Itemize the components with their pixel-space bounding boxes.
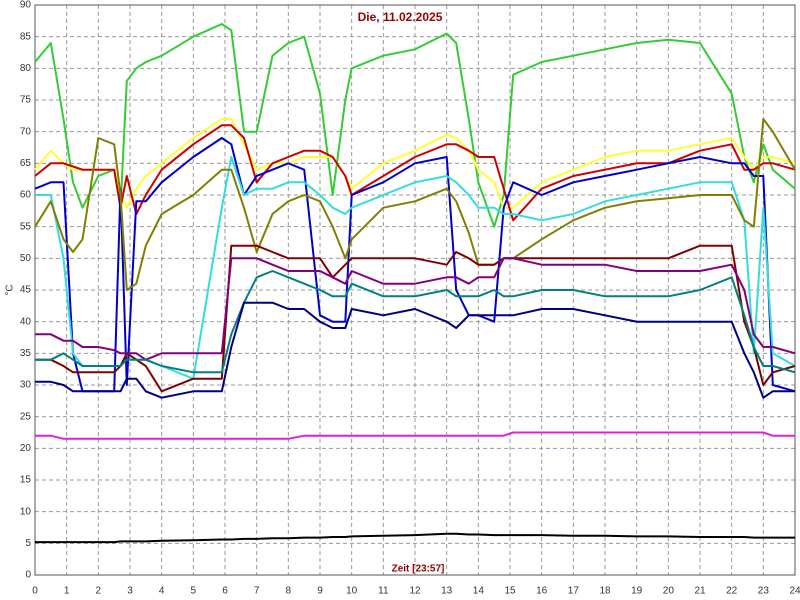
series-line <box>35 431 795 440</box>
chart-title: Die, 11.02.2025 <box>358 10 443 24</box>
y-tick-label: 90 <box>20 0 32 11</box>
y-tick-label: 80 <box>20 63 32 74</box>
x-tick-label: 13 <box>441 586 453 597</box>
x-tick-label: 17 <box>568 586 580 597</box>
x-tick-label: 11 <box>378 586 389 597</box>
y-tick-label: 0 <box>25 570 31 581</box>
x-tick-label: 3 <box>127 586 133 597</box>
series-line <box>35 257 796 361</box>
x-tick-label: 18 <box>599 586 611 597</box>
x-tick-label: 9 <box>317 586 323 597</box>
x-tick-label: 1 <box>64 586 70 597</box>
x-tick-label: 7 <box>254 586 260 597</box>
x-tick-label: 10 <box>346 586 358 597</box>
y-tick-label: 10 <box>20 506 32 517</box>
plot-frame <box>34 4 796 576</box>
series-line <box>35 301 795 399</box>
x-axis-label: Zeit [23:57] <box>392 564 445 575</box>
y-tick-label: 65 <box>20 158 32 169</box>
y-tick-label: 75 <box>20 95 32 106</box>
x-tick-label: 4 <box>159 586 165 597</box>
y-tick-label: 50 <box>20 253 32 264</box>
x-tick-label: 12 <box>409 586 421 597</box>
y-axis-label: °C <box>5 284 16 295</box>
y-tick-label: 85 <box>20 31 32 42</box>
x-tick-label: 23 <box>758 586 770 597</box>
x-tick-label: 0 <box>32 586 38 597</box>
x-tick-label: 2 <box>96 586 102 597</box>
y-tick-label: 30 <box>20 380 32 391</box>
series-line <box>34 118 796 291</box>
x-tick-label: 19 <box>631 586 643 597</box>
y-tick-label: 25 <box>20 411 32 422</box>
series-line <box>34 124 796 222</box>
x-tick-label: 8 <box>286 586 292 597</box>
y-tick-label: 5 <box>25 538 31 549</box>
x-tick-label: 15 <box>504 586 516 597</box>
x-tick-label: 21 <box>694 586 706 597</box>
y-tick-label: 60 <box>20 190 32 201</box>
x-tick-label: 6 <box>222 586 228 597</box>
y-tick-label: 35 <box>20 348 32 359</box>
y-tick-label: 40 <box>20 316 32 327</box>
x-tick-label: 14 <box>473 586 485 597</box>
y-tick-label: 70 <box>20 126 32 137</box>
x-tick-label: 24 <box>789 586 800 597</box>
series-line <box>34 137 796 393</box>
series-line <box>35 532 795 544</box>
y-tick-label: 15 <box>20 475 32 486</box>
x-tick-label: 20 <box>663 586 675 597</box>
y-tick-label: 55 <box>20 221 32 232</box>
x-tick-label: 16 <box>536 586 548 597</box>
y-tick-label: 20 <box>20 443 32 454</box>
x-tick-label: 5 <box>191 586 197 597</box>
series-line <box>34 23 796 228</box>
series-line <box>35 270 796 374</box>
series-line <box>35 244 796 393</box>
x-tick-label: 22 <box>726 586 738 597</box>
y-tick-label: 45 <box>20 285 32 296</box>
